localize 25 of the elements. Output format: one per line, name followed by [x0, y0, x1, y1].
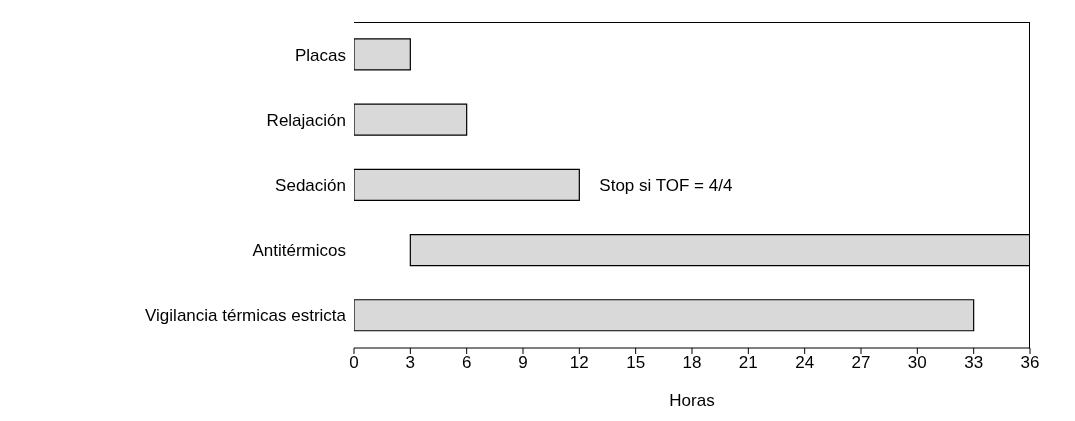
x-tick-label: 3 — [405, 353, 416, 373]
x-tick-label: 18 — [682, 353, 702, 373]
x-axis-title: Horas — [669, 391, 715, 410]
y-tick-label: Vigilancia térmicas estricta — [145, 306, 347, 326]
y-tick-label: Relajación — [266, 110, 346, 130]
bar — [354, 103, 468, 136]
annotation: Stop si TOF = 4/4 — [599, 176, 733, 196]
bar — [354, 38, 411, 71]
y-tick-label: Antitérmicos — [252, 241, 346, 261]
x-tick-label: 9 — [518, 353, 528, 373]
bar — [354, 299, 975, 332]
x-tick-label: 27 — [851, 353, 871, 373]
x-tick-label: 0 — [349, 353, 359, 373]
x-tick-label: 36 — [1020, 353, 1040, 373]
x-tick-label: 21 — [738, 353, 758, 373]
y-tick-label: Placas — [294, 45, 346, 65]
x-tick-label: 30 — [907, 353, 927, 373]
x-tick-label: 24 — [795, 353, 815, 373]
x-tick-label: 15 — [626, 353, 646, 373]
bar — [354, 168, 580, 201]
y-tick-label: Sedación — [275, 176, 346, 196]
x-tick-label: 6 — [461, 353, 472, 373]
bar — [409, 233, 1030, 267]
x-tick-label: 33 — [964, 353, 984, 373]
x-tick-label: 12 — [569, 353, 589, 373]
